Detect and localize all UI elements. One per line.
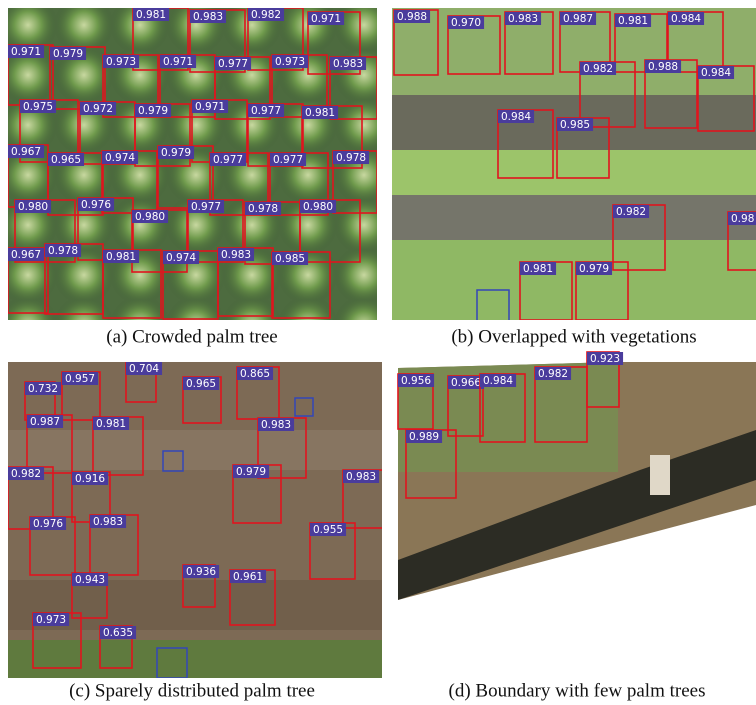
score-label: 0.956	[401, 375, 431, 387]
score-label: 0.980	[18, 201, 48, 213]
panel-caption: (b) Overlapped with vegetations	[451, 326, 696, 347]
score-label: 0.982	[11, 468, 41, 480]
score-label: 0.983	[346, 471, 376, 483]
score-label: 0.704	[129, 363, 159, 375]
score-label: 0.979	[138, 105, 168, 117]
score-label: 0.977	[218, 58, 248, 70]
score-label: 0.981	[305, 107, 335, 119]
score-label: 0.984	[483, 375, 513, 387]
score-label: 0.988	[648, 61, 678, 73]
score-label: 0.973	[36, 614, 66, 626]
score-label: 0.979	[53, 48, 83, 60]
score-label: 0.977	[273, 154, 303, 166]
panel-caption: (a) Crowded palm tree	[106, 326, 277, 347]
score-label: 0.988	[397, 11, 427, 23]
score-label: 0.978	[336, 152, 366, 164]
score-label: 0.974	[166, 252, 196, 264]
score-label: 0.973	[275, 56, 305, 68]
score-label: 0.983	[333, 58, 363, 70]
score-label: 0.966	[451, 377, 481, 389]
score-label: 0.977	[191, 201, 221, 213]
panel-caption: (c) Sparely distributed palm tree	[69, 680, 315, 701]
score-label: 0.982	[538, 368, 568, 380]
score-label: 0.732	[28, 383, 58, 395]
score-label: 0.983	[221, 249, 251, 261]
score-label: 0.983	[93, 516, 123, 528]
score-label: 0.965	[51, 154, 81, 166]
score-label: 0.865	[240, 368, 270, 380]
score-label: 0.983	[261, 419, 291, 431]
score-label: 0.981	[618, 15, 648, 27]
score-label: 0.971	[11, 46, 41, 58]
score-label: 0.943	[75, 574, 105, 586]
score-label: 0.923	[590, 353, 620, 365]
score-label: 0.957	[65, 373, 95, 385]
score-label: 0.981	[96, 418, 126, 430]
score-label: 0.984	[701, 67, 731, 79]
score-label: 0.980	[303, 201, 333, 213]
score-label: 0.979	[236, 466, 266, 478]
score-label: 0.981	[106, 251, 136, 263]
score-label: 0.983	[508, 13, 538, 25]
score-label: 0.987	[30, 416, 60, 428]
score-label: 0.970	[451, 17, 481, 29]
panel-caption: (d) Boundary with few palm trees	[449, 680, 706, 701]
score-label: 0.971	[163, 56, 193, 68]
score-label: 0.979	[579, 263, 609, 275]
score-label: 0.982	[583, 63, 613, 75]
score-label: 0.985	[560, 119, 590, 131]
score-label: 0.971	[311, 13, 341, 25]
score-label: 0.972	[83, 103, 113, 115]
score-label: 0.978	[48, 245, 78, 257]
score-label: 0.982	[251, 9, 281, 21]
score-label: 0.916	[75, 473, 105, 485]
score-label: 0.967	[11, 146, 41, 158]
score-label: 0.984	[671, 13, 701, 25]
score-label: 0.976	[81, 199, 111, 211]
score-label: 0.975	[23, 101, 53, 113]
score-label: 0.965	[186, 378, 216, 390]
score-label: 0.981	[136, 9, 166, 21]
score-label: 0.985	[275, 253, 305, 265]
panel-d-image	[398, 362, 756, 602]
score-label: 0.635	[103, 627, 133, 639]
panel-b-image	[392, 8, 756, 320]
score-label: 0.977	[251, 105, 281, 117]
score-label: 0.955	[313, 524, 343, 536]
score-label: 0.936	[186, 566, 216, 578]
score-label: 0.967	[11, 249, 41, 261]
score-label: 0.982	[616, 206, 646, 218]
score-label: 0.961	[233, 571, 263, 583]
score-label: 0.971	[195, 101, 225, 113]
score-label: 0.973	[106, 56, 136, 68]
figure: 0.981 0.983 0.982 0.971 0.971 0.979 0.973 0.971…	[0, 0, 756, 705]
score-label: 0.978	[248, 203, 278, 215]
score-label: 0.989	[409, 431, 439, 443]
score-label: 0.976	[33, 518, 63, 530]
score-label: 0.987	[563, 13, 593, 25]
score-label: 0.983	[193, 11, 223, 23]
score-label: 0.977	[213, 154, 243, 166]
score-label: 0.98	[731, 213, 754, 225]
score-label: 0.979	[161, 147, 191, 159]
score-label: 0.974	[105, 152, 135, 164]
score-label: 0.984	[501, 111, 531, 123]
score-label: 0.981	[523, 263, 553, 275]
score-label: 0.980	[135, 211, 165, 223]
